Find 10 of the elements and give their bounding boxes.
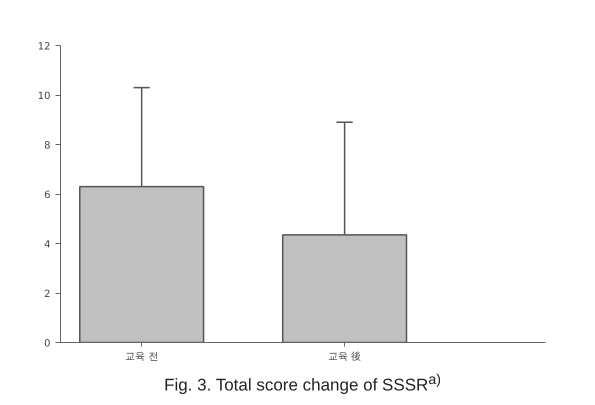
y-tick-label: 2 <box>44 289 51 300</box>
y-tick-label: 6 <box>44 190 51 201</box>
y-tick-label: 4 <box>44 240 51 250</box>
text: Fig. 3. Total score change of SSSR$^{a)}$ <box>163 371 442 397</box>
y-tick-label: 12 <box>38 42 51 52</box>
x-tick-label: 교육 後 <box>328 350 362 362</box>
y-tick-label: 8 <box>44 140 51 152</box>
y-tick-label: 0 <box>44 338 51 350</box>
y-tick-label: 10 <box>38 91 51 102</box>
x-tick-label: 교육 전 <box>125 352 158 362</box>
